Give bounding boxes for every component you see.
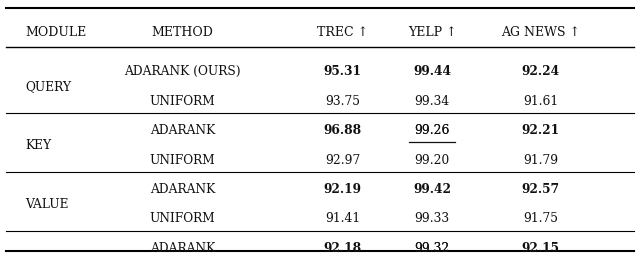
Text: 91.61: 91.61: [524, 95, 558, 108]
Text: ADARANK (OURS): ADARANK (OURS): [124, 65, 241, 78]
Text: UNIFORM: UNIFORM: [150, 95, 215, 108]
Text: UNIFORM: UNIFORM: [150, 212, 215, 225]
Text: 91.41: 91.41: [325, 212, 360, 225]
Text: AG NEWS ↑: AG NEWS ↑: [501, 26, 580, 38]
Text: METHOD: METHOD: [152, 26, 213, 38]
Text: 96.88: 96.88: [323, 124, 362, 137]
Text: YELP ↑: YELP ↑: [408, 26, 456, 38]
Text: 99.26: 99.26: [414, 124, 450, 137]
Text: VALUE: VALUE: [26, 198, 69, 211]
Text: 99.26: 99.26: [414, 124, 450, 137]
Text: QUERY: QUERY: [26, 80, 72, 93]
Text: 99.32: 99.32: [414, 242, 450, 255]
Text: MODULE: MODULE: [26, 26, 87, 38]
Text: 93.75: 93.75: [325, 95, 360, 108]
Text: 91.79: 91.79: [524, 154, 558, 166]
Text: 92.24: 92.24: [522, 65, 560, 78]
Text: 95.31: 95.31: [323, 65, 362, 78]
Text: 92.15: 92.15: [522, 242, 560, 255]
Text: TREC ↑: TREC ↑: [317, 26, 368, 38]
Text: 99.33: 99.33: [415, 212, 449, 225]
Text: 99.42: 99.42: [413, 183, 451, 196]
Text: UNIFORM: UNIFORM: [150, 154, 215, 166]
Text: KEY: KEY: [26, 139, 52, 152]
Text: 99.34: 99.34: [414, 95, 450, 108]
Text: 92.21: 92.21: [522, 124, 560, 137]
Text: 99.44: 99.44: [413, 65, 451, 78]
Text: 92.57: 92.57: [522, 183, 560, 196]
Text: ADARANK: ADARANK: [150, 242, 215, 255]
Text: ADARANK: ADARANK: [150, 183, 215, 196]
Text: 99.20: 99.20: [414, 154, 450, 166]
Text: ADARANK: ADARANK: [150, 124, 215, 137]
Text: 92.19: 92.19: [323, 183, 362, 196]
Text: 99.32: 99.32: [414, 242, 450, 255]
Text: 92.18: 92.18: [323, 242, 362, 255]
Text: 91.75: 91.75: [524, 212, 558, 225]
Text: 92.97: 92.97: [324, 154, 360, 166]
